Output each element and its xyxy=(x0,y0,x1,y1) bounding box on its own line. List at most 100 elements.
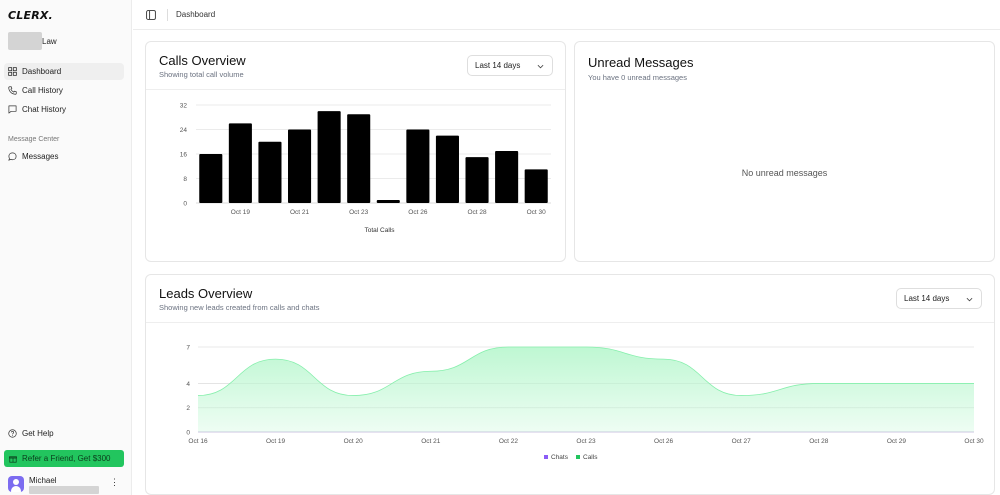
leads-overview-card: Leads Overview Showing new leads created… xyxy=(145,274,995,495)
sidebar-item-label: Chat History xyxy=(22,105,67,114)
bar xyxy=(347,114,371,203)
x-tick-label: Oct 30 xyxy=(527,209,547,216)
bar xyxy=(228,123,252,203)
x-tick-label: Oct 26 xyxy=(654,438,674,445)
calls-card-separator xyxy=(146,89,565,90)
user-profile[interactable]: Michael ⋮ xyxy=(6,475,126,495)
x-tick-label: Oct 19 xyxy=(266,438,286,445)
section-label-message-center: Message Center xyxy=(8,136,60,143)
get-help-label: Get Help xyxy=(22,429,54,438)
calls-card-subtitle: Showing total call volume xyxy=(159,70,244,79)
bar xyxy=(465,157,489,203)
x-axis-label: Total Calls xyxy=(365,227,396,234)
sidebar-item-chat-history[interactable]: Chat History xyxy=(4,101,124,118)
legend-label-calls: Calls xyxy=(583,454,598,461)
phone-icon xyxy=(8,86,17,95)
bar xyxy=(495,150,519,203)
x-tick-label: Oct 21 xyxy=(290,209,310,216)
calls-card-title: Calls Overview xyxy=(159,53,246,68)
breadcrumb: Dashboard xyxy=(176,10,216,19)
x-tick-label: Oct 23 xyxy=(576,438,596,445)
calls-range-select[interactable]: Last 14 days xyxy=(467,55,553,76)
y-tick-label: 2 xyxy=(186,405,190,412)
help-circle-icon xyxy=(8,429,17,438)
bar xyxy=(524,169,548,203)
chevron-down-icon xyxy=(966,297,973,302)
avatar xyxy=(8,476,24,492)
chevron-down-icon xyxy=(537,64,544,69)
org-label: Law xyxy=(42,36,57,46)
topbar-divider xyxy=(167,9,168,21)
x-tick-label: Oct 28 xyxy=(467,209,487,216)
sidebar: CLERX. Law Dashboard Call History Chat H… xyxy=(0,0,132,495)
x-tick-label: Oct 19 xyxy=(231,209,251,216)
bar xyxy=(376,199,400,203)
sidebar-item-label: Messages xyxy=(22,152,59,161)
refer-label: Refer a Friend, Get $300 xyxy=(22,454,111,463)
y-tick-label: 0 xyxy=(186,430,190,437)
y-tick-label: 16 xyxy=(180,152,188,159)
sidebar-item-messages[interactable]: Messages xyxy=(4,148,124,165)
chat-icon xyxy=(8,105,17,114)
x-tick-label: Oct 22 xyxy=(499,438,519,445)
user-name: Michael xyxy=(29,476,57,485)
logo: CLERX. xyxy=(8,9,53,22)
more-vertical-icon[interactable]: ⋮ xyxy=(110,477,119,487)
y-tick-label: 4 xyxy=(186,381,190,388)
x-tick-label: Oct 21 xyxy=(421,438,441,445)
chart-legend: Chats Calls xyxy=(544,454,598,461)
x-tick-label: Oct 28 xyxy=(809,438,829,445)
x-tick-label: Oct 30 xyxy=(964,438,984,445)
sidebar-item-label: Call History xyxy=(22,86,63,95)
leads-area-chart: 0 2 4 7 Oct 16 Oct 19 Oct 20 Oct 21 Oct 22 Oct 23… xyxy=(186,345,984,462)
y-tick-label: 7 xyxy=(186,345,190,352)
unread-messages-card: Unread Messages You have 0 unread messag… xyxy=(574,41,995,262)
y-tick-label: 0 xyxy=(183,201,187,208)
user-email-redacted xyxy=(29,486,99,494)
sidebar-item-label: Dashboard xyxy=(22,67,62,76)
legend-swatch-calls xyxy=(576,455,580,459)
x-tick-label: Oct 23 xyxy=(349,209,369,216)
topbar: Dashboard xyxy=(133,0,1000,30)
unread-card-title: Unread Messages xyxy=(588,55,694,70)
unread-empty-state: No unread messages xyxy=(741,168,828,178)
x-tick-label: Oct 20 xyxy=(344,438,364,445)
y-tick-label: 24 xyxy=(180,127,188,134)
bar xyxy=(288,129,312,203)
unread-card-subtitle: You have 0 unread messages xyxy=(588,73,687,82)
leads-card-subtitle: Showing new leads created from calls and… xyxy=(159,303,320,312)
calls-bar-chart: 0 8 16 24 32 Oct 19 Oct 21 Oct 23 Oct 26 Oct 28 Oc… xyxy=(180,103,551,234)
message-circle-icon xyxy=(8,152,17,161)
get-help-link[interactable]: Get Help xyxy=(4,425,124,442)
y-tick-label: 8 xyxy=(183,176,187,183)
bar xyxy=(435,135,459,203)
x-tick-label: Oct 26 xyxy=(408,209,428,216)
org-name-redacted xyxy=(8,32,42,50)
calls-range-value: Last 14 days xyxy=(475,61,521,70)
sidebar-item-dashboard[interactable]: Dashboard xyxy=(4,63,124,80)
x-tick-label: Oct 27 xyxy=(732,438,752,445)
gift-icon xyxy=(9,455,17,463)
grid-icon xyxy=(8,67,17,76)
sidebar-toggle-icon[interactable] xyxy=(146,10,156,20)
calls-area xyxy=(198,347,974,432)
calls-line xyxy=(197,346,974,396)
calls-overview-card: Calls Overview Showing total call volume… xyxy=(145,41,566,262)
leads-card-separator xyxy=(146,322,994,323)
org-switcher[interactable]: Law xyxy=(8,32,57,50)
x-tick-label: Oct 16 xyxy=(188,438,208,445)
legend-swatch-chats xyxy=(544,455,548,459)
leads-range-value: Last 14 days xyxy=(904,294,950,303)
refer-friend-button[interactable]: Refer a Friend, Get $300 xyxy=(4,450,124,467)
legend-label-chats: Chats xyxy=(551,454,569,461)
leads-card-title: Leads Overview xyxy=(159,286,253,301)
bar xyxy=(406,129,430,203)
sidebar-item-call-history[interactable]: Call History xyxy=(4,82,124,99)
bar xyxy=(199,154,223,203)
y-tick-label: 32 xyxy=(180,103,188,110)
leads-range-select[interactable]: Last 14 days xyxy=(896,288,982,309)
bar xyxy=(317,111,341,203)
x-tick-label: Oct 29 xyxy=(887,438,907,445)
bar xyxy=(258,141,282,203)
